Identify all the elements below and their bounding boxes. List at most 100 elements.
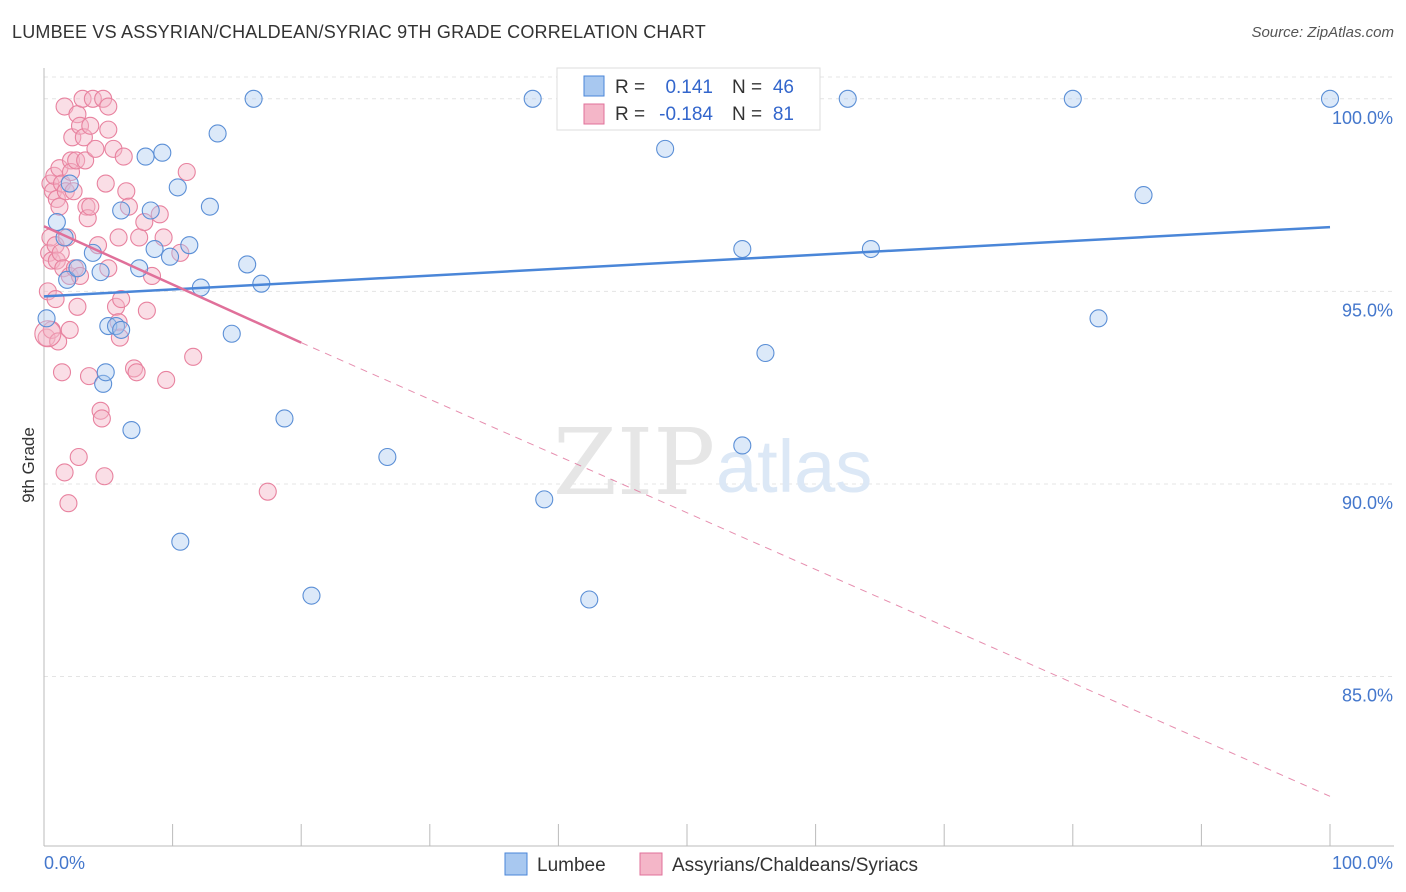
point-assyrian (34, 320, 62, 348)
legend-n-value-2: 81 (773, 104, 794, 125)
point-lumbee (838, 89, 857, 108)
point-lumbee (208, 124, 227, 143)
point-lumbee (244, 89, 263, 108)
point-lumbee (60, 174, 79, 193)
point-lumbee (222, 324, 241, 343)
legend-n-label-1: N = (732, 77, 762, 98)
chart-title: LUMBEE VS ASSYRIAN/CHALDEAN/SYRIAC 9TH G… (12, 22, 706, 42)
point-assyrian (112, 290, 131, 309)
point-assyrian (157, 370, 176, 390)
point-lumbee (733, 239, 752, 259)
point-lumbee (153, 143, 172, 162)
watermark-zip: ZIP (553, 409, 715, 516)
legend-swatch-lumbee (583, 75, 605, 97)
y-tick-label-2: 95.0% (1342, 300, 1393, 320)
point-lumbee (523, 89, 542, 108)
legend-r-label-1: R = (615, 77, 645, 98)
point-lumbee (656, 139, 675, 158)
point-assyrian (86, 139, 105, 158)
point-lumbee (756, 343, 775, 363)
point-assyrian (81, 116, 100, 135)
point-assyrian (68, 297, 87, 316)
legend-n-label-2: N = (732, 104, 762, 125)
point-assyrian (258, 482, 277, 501)
point-lumbee (861, 239, 880, 259)
point-assyrian (130, 228, 149, 247)
point-assyrian (50, 197, 69, 216)
point-lumbee (112, 201, 131, 220)
point-assyrian (109, 228, 128, 247)
y-axis-label: 9th Grade (19, 427, 38, 503)
bottom-legend: Lumbee Assyrians/Chaldeans/Syriacs (504, 852, 918, 876)
point-assyrian (177, 162, 196, 182)
bottom-legend-label-lumbee: Lumbee (537, 855, 606, 876)
point-assyrian (127, 363, 146, 382)
legend-r-value-2: -0.184 (659, 104, 713, 125)
point-assyrian (92, 409, 111, 428)
legend-r-label-2: R = (615, 104, 645, 125)
point-lumbee (535, 490, 554, 509)
series-lumbee-points (37, 89, 1340, 609)
point-assyrian (137, 301, 156, 320)
point-lumbee (141, 201, 160, 220)
point-lumbee (145, 239, 164, 259)
point-assyrian (110, 328, 129, 347)
series-assyrian-points (34, 89, 277, 513)
point-assyrian (60, 320, 79, 339)
legend-r-value-1: 0.141 (665, 77, 713, 98)
point-lumbee (58, 270, 77, 289)
point-lumbee (733, 436, 752, 455)
point-lumbee (1089, 309, 1108, 328)
bottom-legend-label-assyrian: Assyrians/Chaldeans/Syriacs (672, 855, 918, 876)
point-lumbee (47, 213, 66, 232)
point-lumbee (1134, 186, 1153, 205)
point-assyrian (52, 363, 72, 382)
point-assyrian (74, 128, 93, 147)
point-assyrian (95, 467, 114, 486)
point-lumbee (160, 247, 180, 266)
point-assyrian (83, 89, 102, 108)
point-lumbee (275, 409, 294, 428)
point-assyrian (79, 367, 99, 386)
point-lumbee (168, 178, 187, 197)
point-assyrian (46, 290, 65, 309)
point-lumbee (68, 259, 87, 278)
point-assyrian (55, 463, 74, 482)
point-assyrian (61, 162, 81, 182)
source-label: Source: ZipAtlas.com (1251, 24, 1394, 41)
point-assyrian (117, 182, 136, 201)
point-assyrian (77, 197, 96, 216)
point-lumbee (238, 255, 257, 274)
point-assyrian (91, 401, 110, 420)
point-lumbee (136, 147, 155, 166)
point-lumbee (94, 374, 113, 393)
point-lumbee (180, 236, 199, 255)
point-lumbee (96, 363, 115, 382)
point-assyrian (81, 197, 100, 216)
point-assyrian (96, 174, 115, 193)
point-lumbee (1063, 89, 1082, 108)
point-assyrian (76, 151, 95, 170)
trend-line-lumbee (43, 225, 1331, 298)
point-assyrian (59, 494, 78, 513)
trend-lines (43, 225, 1331, 797)
point-assyrian (51, 243, 70, 262)
point-lumbee (37, 309, 56, 328)
trend-line-assyrian (43, 225, 302, 344)
watermark-atlas: atlas (716, 425, 872, 508)
legend-swatch-assyrian (583, 103, 605, 125)
point-lumbee (112, 320, 131, 339)
point-assyrian (99, 97, 118, 116)
point-lumbee (580, 590, 599, 609)
point-assyrian (114, 147, 133, 166)
point-assyrian (99, 120, 118, 139)
trend-line-assyrian-extension (300, 342, 1331, 797)
point-lumbee (1320, 89, 1340, 108)
point-lumbee (91, 263, 110, 282)
point-assyrian (104, 139, 123, 158)
x-tick-label-0: 0.0% (44, 853, 85, 873)
grid-lines (44, 76, 1394, 678)
x-tick-label-1: 100.0% (1332, 853, 1393, 873)
point-assyrian (70, 116, 90, 135)
bottom-legend-swatch-lumbee (504, 852, 528, 876)
